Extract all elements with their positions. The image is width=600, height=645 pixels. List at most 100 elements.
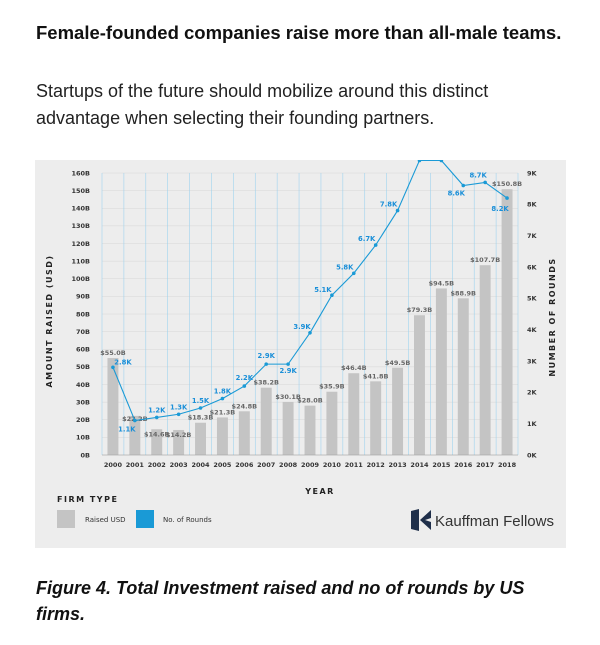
bar [173, 429, 185, 455]
y-tick-label: 100B [71, 275, 90, 283]
y2-tick-label: 8K [527, 201, 538, 209]
rounds-point [308, 331, 312, 335]
bar-value-label: $88.9B [451, 289, 477, 297]
bar [392, 367, 404, 455]
rounds-point-label: 5.1K [314, 286, 332, 294]
rounds-point-label: 8.7K [470, 171, 488, 179]
bar-value-label: $30.1B [275, 393, 301, 401]
y-tick-label: 140B [71, 205, 90, 213]
rounds-point-label: 2.2K [236, 374, 254, 382]
y2-tick-label: 4K [527, 326, 538, 334]
bar [501, 189, 513, 455]
bar [326, 391, 338, 455]
y-tick-label: 50B [76, 363, 90, 371]
y-tick-label: 120B [71, 240, 90, 248]
y2-tick-label: 6K [527, 263, 538, 271]
y-tick-label: 60B [76, 346, 90, 354]
bar-value-label: $107.7B [470, 256, 500, 264]
y2-tick-label: 2K [527, 389, 538, 397]
bar-value-label: $150.8B [492, 180, 522, 188]
rounds-point [483, 180, 487, 185]
bar-value-label: $28.0B [297, 397, 323, 405]
x-axis-title: YEAR [304, 487, 335, 496]
rounds-point [198, 406, 203, 410]
x-tick-label: 2018 [498, 461, 517, 469]
rounds-point [461, 183, 466, 188]
rounds-point-label: 6.7K [358, 235, 376, 243]
y-tick-label: 20B [76, 416, 90, 424]
chart: 0B 10B 20B 30B 40B 50B 60B 70B 80B 90B 100B 110B 120… [45, 160, 557, 531]
rounds-point-label: 2.8K [114, 358, 132, 366]
rounds-point-label: 3.9K [293, 323, 311, 331]
x-tick-label: 2013 [389, 461, 407, 469]
rounds-point [264, 362, 269, 366]
y-tick-label: 70B [76, 328, 90, 336]
y2-tick-label: 3K [527, 357, 538, 365]
rounds-point [242, 384, 247, 388]
bar-value-label: $46.4B [341, 364, 367, 372]
bar-value-label: $41.8B [363, 372, 389, 380]
bar-value-label: $55.0B [100, 349, 126, 357]
x-tick-label: 2001 [126, 461, 145, 469]
x-tick-label: 2017 [476, 461, 494, 469]
rounds-point [439, 160, 444, 163]
rounds-point [154, 415, 159, 420]
y-tick-label: 0B [81, 451, 91, 459]
bar [457, 298, 469, 455]
y2-tick-label: 7K [527, 232, 538, 240]
x-tick-label: 2006 [235, 461, 254, 469]
legend-swatch-raised [57, 510, 75, 528]
y-tick-label: 80B [76, 310, 90, 318]
rounds-point [373, 243, 378, 247]
bar-value-label: $18.3B [188, 414, 214, 422]
bar [370, 381, 382, 455]
rounds-point [111, 365, 115, 370]
y-tick-label: 160B [71, 169, 90, 177]
bar [260, 387, 272, 455]
rounds-line [112, 160, 508, 422]
y2-tick-label: 0K [527, 451, 538, 459]
x-tick-label: 2009 [301, 461, 320, 469]
y-tick-label: 110B [71, 257, 90, 265]
x-tick-label: 2015 [432, 461, 451, 469]
bar [348, 373, 360, 455]
x-tick-label: 2016 [454, 461, 473, 469]
heading: Female-founded companies raise more than… [36, 22, 562, 43]
bar-value-label: $38.2B [253, 379, 279, 387]
rounds-point-label: 1.8K [214, 388, 232, 396]
bar [151, 429, 163, 455]
rounds-point-label: 1.1K [118, 426, 136, 434]
x-tick-label: 2005 [213, 461, 232, 469]
rounds-point-label: 7.8K [380, 201, 398, 209]
x-tick-label: 2008 [279, 461, 298, 469]
rounds-point [330, 293, 334, 297]
bar [304, 405, 316, 455]
rounds-point [133, 418, 137, 423]
y-tick-label: 90B [76, 293, 90, 301]
bar-value-label: $35.9B [319, 383, 345, 391]
bar [238, 411, 250, 455]
chart-panel: 0B 10B 20B 30B 40B 50B 60B 70B 80B 90B 100B 110B 120… [35, 160, 566, 548]
rounds-point-label: 8.6K [448, 190, 466, 198]
rounds-point [505, 196, 509, 200]
y2-axis-title: NUMBER OF ROUNDS [548, 257, 557, 376]
bar [435, 288, 447, 455]
bar [107, 358, 119, 455]
x-tick-label: 2012 [367, 461, 385, 469]
bar [129, 415, 141, 455]
x-tick-label: 2000 [104, 461, 123, 469]
y-tick-label: 10B [76, 434, 90, 442]
kauffman-logo-icon [411, 509, 431, 531]
intro-text: Startups of the future should mobilize a… [36, 81, 489, 128]
x-tick-label: 2004 [191, 461, 210, 469]
figure-caption: Figure 4. Total Investment raised and no… [36, 578, 525, 624]
bar [216, 417, 228, 455]
y2-tick-label: 1K [527, 420, 538, 428]
y2-tick-label: 9K [527, 169, 538, 177]
x-tick-label: 2010 [323, 461, 342, 469]
bar-value-label: $14.2B [166, 431, 192, 439]
bar-value-label: $94.5B [429, 279, 455, 287]
rounds-point-label: 1.2K [148, 406, 166, 414]
bar-value-label: $21.3B [210, 408, 236, 416]
x-tick-label: 2007 [257, 461, 275, 469]
